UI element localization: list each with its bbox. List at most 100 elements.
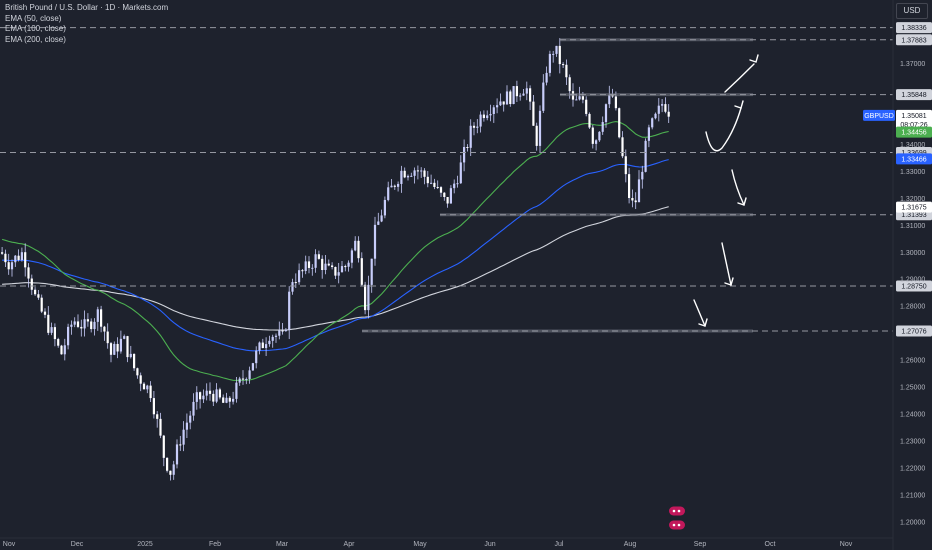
- candle-body: [522, 93, 525, 96]
- candle-body: [406, 175, 410, 178]
- candle-body: [621, 137, 624, 157]
- candle-body: [505, 91, 509, 105]
- currency-button[interactable]: USD: [896, 3, 928, 19]
- scenario-arrow: [693, 299, 706, 327]
- candle-body: [426, 176, 429, 184]
- candle-body: [601, 122, 604, 132]
- level-label-bg: [896, 325, 932, 337]
- candle-body: [439, 187, 443, 193]
- candle-body: [106, 331, 109, 344]
- price-tick-label: 1.34000: [900, 142, 925, 149]
- candle-body: [499, 101, 502, 106]
- candle-body: [215, 389, 218, 402]
- symbol-label: GBPUSD: [864, 113, 894, 120]
- candle-body: [423, 170, 426, 177]
- level-label-bg: [896, 22, 932, 34]
- candle-body: [459, 162, 462, 184]
- candle-body: [304, 261, 307, 272]
- candle-body: [482, 114, 485, 119]
- candle-body: [175, 444, 179, 465]
- candle-body: [400, 170, 403, 184]
- price-tick-label: 1.26000: [900, 358, 925, 365]
- ema-50-line: [1, 121, 669, 381]
- price-tick-label: 1.24000: [900, 411, 925, 418]
- candle-body: [248, 370, 251, 379]
- candle-body: [637, 179, 641, 203]
- legend-ema200[interactable]: EMA (200, close): [5, 34, 66, 44]
- candle-body: [420, 170, 423, 172]
- candle-body: [317, 254, 320, 259]
- candle-body: [1, 252, 4, 254]
- candle-body: [588, 113, 591, 128]
- candle-body: [136, 368, 139, 376]
- candle-body: [70, 324, 73, 327]
- candle-body: [4, 253, 7, 263]
- candle-body: [492, 107, 495, 114]
- candle-body: [159, 418, 162, 436]
- candle-body: [278, 330, 281, 336]
- candle-body: [182, 429, 185, 445]
- candle-body: [199, 392, 202, 400]
- candle-body: [60, 345, 63, 355]
- candle-body: [298, 270, 301, 283]
- candle-body: [192, 401, 195, 416]
- time-tick-label: Aug: [624, 541, 637, 548]
- price-label-bg: [896, 109, 932, 130]
- candle-body: [96, 309, 99, 322]
- candle-body: [80, 326, 83, 329]
- candle-body: [598, 131, 601, 141]
- candle-body: [195, 392, 198, 402]
- candle-body: [324, 263, 327, 271]
- price-axis[interactable]: 1.390001.370001.340001.330001.320001.310…: [863, 0, 932, 550]
- candle-body: [152, 398, 155, 415]
- candle-body: [552, 53, 555, 55]
- candle-body: [179, 444, 182, 446]
- time-tick-label: Feb: [209, 541, 221, 548]
- price-tick-label: 1.25000: [900, 385, 925, 392]
- candle-body: [585, 99, 588, 114]
- level-label-bg: [896, 34, 932, 46]
- candle-body: [142, 383, 146, 390]
- price-tick-label: 1.21000: [900, 492, 925, 499]
- candle-body: [34, 289, 37, 295]
- legend-ema100[interactable]: EMA (100, close): [5, 24, 66, 33]
- arrow-head: [734, 100, 744, 109]
- candle-body: [634, 200, 637, 203]
- price-tick-label: 1.32000: [900, 196, 925, 203]
- candle-body: [76, 321, 80, 327]
- candle-body: [525, 88, 528, 94]
- candle-body: [397, 183, 400, 187]
- candle-body: [337, 272, 340, 276]
- candle-body: [486, 115, 489, 119]
- candle-body: [661, 104, 664, 106]
- candle-body: [47, 314, 50, 333]
- candle-body: [340, 266, 344, 273]
- legend-ema50[interactable]: EMA (50, close): [5, 13, 62, 23]
- candle-body: [628, 174, 631, 199]
- candle-body: [377, 221, 380, 225]
- candle-body: [548, 53, 551, 73]
- event-badge-dot: [672, 523, 676, 527]
- candle-body: [43, 311, 47, 315]
- event-badge-icon: [669, 520, 685, 530]
- candle-body: [512, 86, 515, 105]
- candle-body: [631, 198, 634, 201]
- price-tick-label: 1.23000: [900, 438, 925, 445]
- candle-body: [63, 345, 66, 355]
- event-badges[interactable]: [669, 506, 685, 530]
- candle-body: [608, 94, 611, 105]
- candle-body: [466, 147, 469, 149]
- price-tick-label: 1.20000: [900, 519, 925, 526]
- candle-body: [225, 397, 228, 403]
- candle-body: [373, 224, 377, 259]
- candle-body: [119, 338, 122, 352]
- candle-body: [472, 125, 476, 128]
- candle-body: [291, 282, 294, 292]
- time-axis[interactable]: Nov Dec 2025 Feb Mar Apr May Jun Jul Aug Sep Oct Nov: [0, 537, 893, 548]
- candle-body: [367, 284, 370, 311]
- candle-body: [274, 335, 278, 337]
- time-tick-label: Apr: [344, 541, 356, 548]
- candle-body: [334, 266, 337, 276]
- candle-body: [126, 336, 129, 358]
